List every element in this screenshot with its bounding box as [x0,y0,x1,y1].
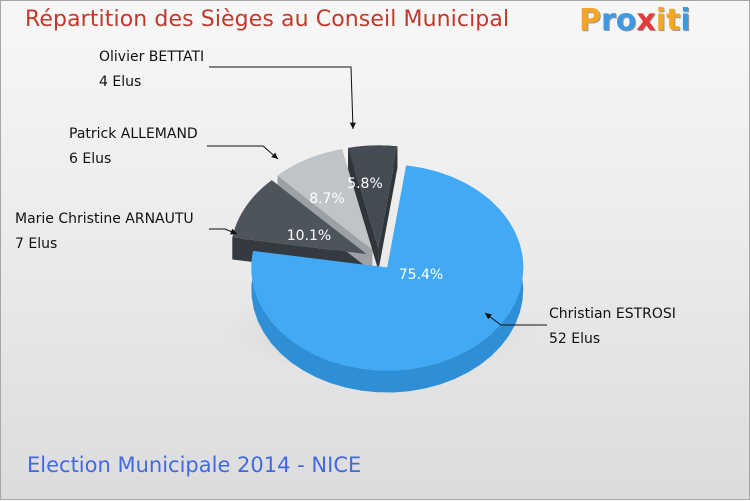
logo-letter: t [666,3,681,38]
leader-arrow [349,122,356,129]
leader-line [484,312,547,326]
slice-name-label: Patrick ALLEMAND [69,126,198,142]
leader-arrow [271,152,278,159]
pie-slice-christian-estrosi [251,165,524,371]
leader-arrow [485,313,492,320]
slice-name-label: Marie Christine ARNAUTU [15,211,194,227]
logo-letter: i [655,3,667,38]
pie-slice-olivier-bettati [348,145,398,249]
leader-arrow [230,228,237,235]
pie-slice-patrick-allemand [277,149,373,250]
leader-line [207,145,279,160]
slice-percent-label: 5.8% [347,176,383,192]
logo-letter: r [601,3,616,38]
logo-letter: o [615,3,637,38]
logo-letter: i [680,3,691,38]
pie-slice-marie-christine-arnautu [232,180,367,255]
slice-name-label: Olivier BETTATI [99,49,204,65]
slice-percent-label: 10.1% [287,228,331,244]
slice-name-label: Christian ESTROSI [549,306,676,322]
logo-letter: P [579,3,601,38]
chart-title: Répartition des Sièges au Conseil Munici… [25,7,510,32]
slice-seats-label: 4 Elus [99,74,141,90]
slice-percent-label: 75.4% [399,267,443,283]
proxiti-logo: Proxiti [579,3,691,38]
leader-line [209,66,354,130]
slice-seats-label: 7 Elus [15,236,57,252]
logo-letter: x [636,3,656,38]
slice-seats-label: 6 Elus [69,151,111,167]
election-subtitle: Election Municipale 2014 - NICE [27,453,362,477]
slice-seats-label: 52 Elus [549,331,600,347]
slice-percent-label: 8.7% [309,191,345,207]
